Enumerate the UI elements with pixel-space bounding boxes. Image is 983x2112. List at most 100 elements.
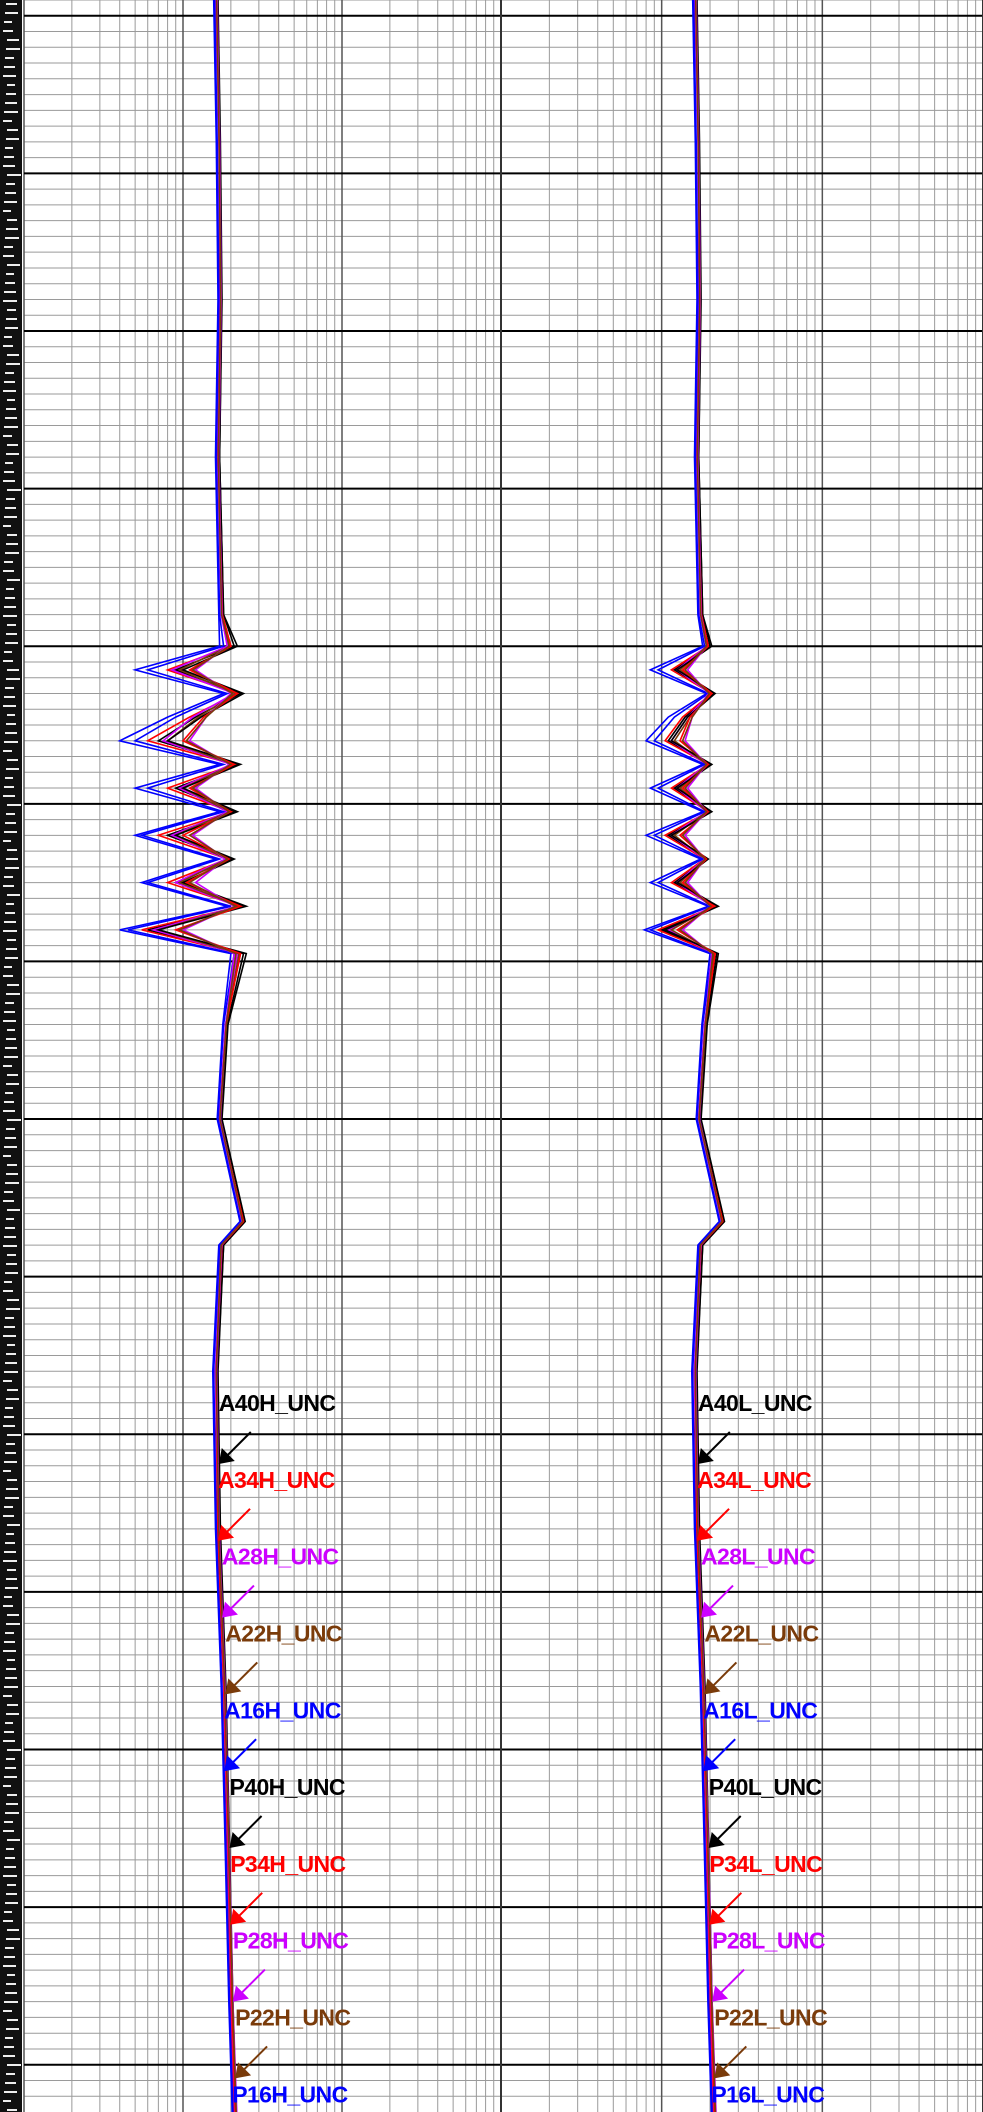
strip-tick: [6, 588, 14, 590]
depth-strip: [0, 0, 22, 2112]
strip-tick: [4, 1776, 17, 1778]
strip-tick: [4, 246, 13, 248]
strip-tick: [7, 1434, 21, 1436]
strip-tick: [7, 1704, 18, 1706]
strip-tick: [6, 678, 20, 680]
strip-tick: [5, 12, 18, 14]
strip-tick: [7, 1029, 15, 1031]
strip-tick: [5, 57, 14, 59]
strip-tick: [7, 669, 19, 671]
strip-tick: [3, 570, 14, 572]
strip-tick: [5, 1767, 16, 1769]
strip-tick: [4, 1101, 14, 1103]
strip-tick: [3, 2010, 12, 2012]
strip-tick: [5, 687, 14, 689]
strip-tick: [6, 93, 16, 95]
strip-tick: [4, 1461, 17, 1463]
strip-tick: [5, 147, 13, 149]
strip-tick: [5, 1857, 15, 1859]
label-arrow: [708, 1738, 736, 1766]
strip-tick: [7, 534, 17, 536]
strip-tick: [3, 1650, 16, 1652]
strip-tick: [5, 417, 17, 419]
strip-tick: [6, 1083, 19, 1085]
strip-tick: [3, 480, 15, 482]
strip-tick: [6, 1578, 17, 1580]
strip-tick: [7, 219, 17, 221]
strip-tick: [4, 1056, 18, 1058]
strip-tick: [3, 1245, 17, 1247]
strip-tick: [5, 2037, 13, 2039]
strip-tick: [4, 66, 15, 68]
curve: [117, 0, 241, 2112]
strip-tick: [7, 759, 18, 761]
strip-tick: [7, 1794, 17, 1796]
strip-tick: [3, 1335, 16, 1337]
curve-label: P40H_UNC: [230, 1774, 345, 1800]
label-arrow: [238, 1968, 266, 1997]
strip-tick: [4, 606, 16, 608]
strip-tick: [4, 156, 14, 158]
arrow-head: [229, 1832, 246, 1848]
strip-tick: [6, 948, 17, 950]
strip-tick: [6, 543, 18, 545]
strip-tick: [4, 1641, 15, 1643]
arrow-head: [697, 1524, 714, 1541]
label-arrow: [714, 1815, 742, 1843]
strip-tick: [3, 1425, 15, 1427]
strip-tick: [6, 3, 17, 5]
strip-tick: [5, 1092, 13, 1094]
strip-tick: [5, 102, 17, 104]
strip-tick: [3, 1155, 11, 1157]
label-arrow: [702, 1508, 730, 1536]
curve-label: A22H_UNC: [225, 1620, 342, 1646]
strip-tick: [6, 138, 19, 140]
arrow-head: [235, 2062, 252, 2079]
strip-tick: [3, 1560, 17, 1562]
strip-tick: [6, 408, 16, 410]
strip-tick: [3, 1380, 12, 1382]
strip-tick: [6, 1848, 14, 1850]
curve-label: P16L_UNC: [711, 2081, 824, 2107]
strip-tick: [5, 912, 15, 914]
arrow-head: [708, 1832, 725, 1848]
strip-tick: [5, 192, 16, 194]
strip-tick: [7, 1389, 18, 1391]
strip-tick: [5, 1587, 18, 1589]
strip-tick: [6, 1038, 16, 1040]
grid: [23, 0, 983, 2112]
strip-tick: [6, 273, 14, 275]
strip-tick: [3, 615, 17, 617]
strip-tick: [5, 1137, 16, 1139]
strip-tick: [4, 1011, 15, 1013]
strip-tick: [4, 1551, 16, 1553]
strip-tick: [5, 1677, 17, 1679]
strip-tick: [6, 183, 15, 185]
strip-tick: [3, 930, 17, 932]
curve: [663, 0, 726, 2112]
strip-tick: [6, 768, 19, 770]
strip-tick: [7, 579, 20, 581]
strip-tick: [6, 48, 20, 50]
label-arrow: [714, 1892, 743, 1920]
label-arrow: [230, 1661, 258, 1690]
strip-tick: [5, 777, 13, 779]
strip-tick: [6, 2028, 19, 2030]
strip-tick: [5, 1362, 17, 1364]
curve-label: A16H_UNC: [224, 1697, 341, 1723]
strip-tick: [3, 165, 15, 167]
strip-tick: [5, 2082, 16, 2084]
arrow-head: [712, 1985, 729, 2002]
strip-tick: [4, 1371, 18, 1373]
strip-tick: [7, 39, 19, 41]
strip-tick: [4, 1686, 18, 1688]
strip-tick: [4, 201, 17, 203]
strip-tick: [7, 1839, 20, 1841]
strip-tick: [3, 1785, 11, 1787]
strip-tick: [5, 372, 14, 374]
strip-tick: [5, 1902, 18, 1904]
strip-tick: [4, 336, 12, 338]
curve-label: A28H_UNC: [222, 1544, 339, 1570]
arrow-head: [703, 1755, 720, 1772]
strip-tick: [3, 885, 14, 887]
